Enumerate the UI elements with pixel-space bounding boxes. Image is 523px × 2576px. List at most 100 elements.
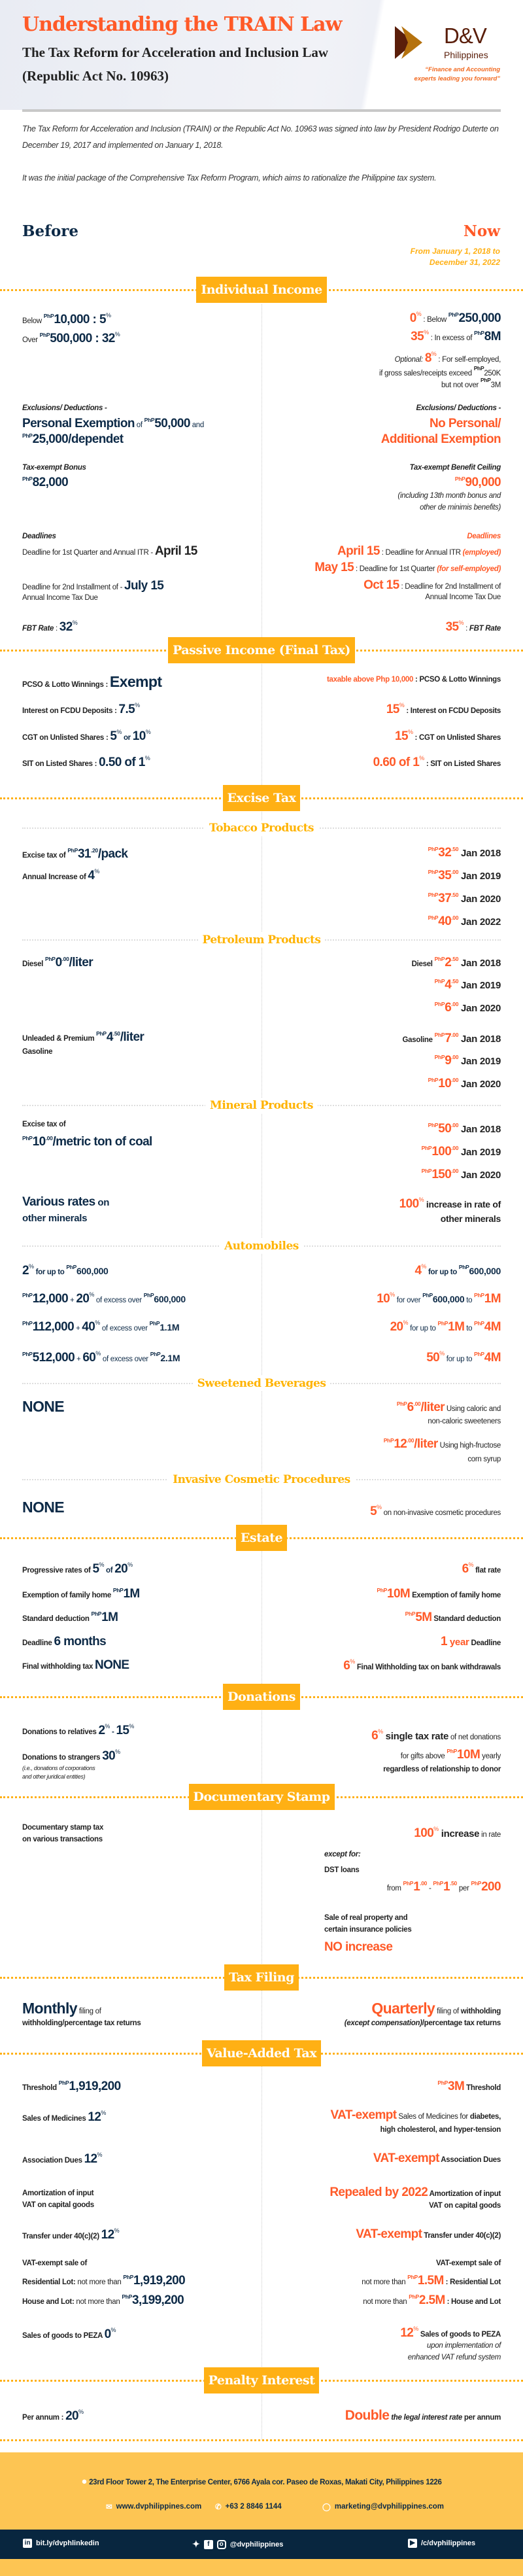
row: PhP512,000 + 60% of excess over PhP2.1M: [22, 1350, 180, 1365]
text-segment: for up to: [33, 1268, 67, 1276]
text-segment: Jan 2018: [458, 1034, 501, 1045]
text-segment: PhP: [474, 330, 484, 336]
row: CGT on Unlisted Shares : 5% or 10%: [22, 729, 151, 744]
text-segment: Gasoline: [402, 1036, 435, 1044]
row: Below PhP10,000 : 5%: [22, 312, 111, 327]
text-segment: www.dvphilippines.com: [116, 2503, 202, 2511]
row: PhP3M Threshold: [437, 2080, 501, 2094]
text-segment: 6: [462, 1562, 469, 1576]
row: NO increase: [324, 1940, 393, 1954]
text-segment: 10: [377, 1292, 390, 1306]
text-segment: .00: [451, 1168, 459, 1174]
row: upon implementation of: [427, 2342, 501, 2350]
text-segment: Using caloric and: [444, 1405, 501, 1413]
text-segment: Deadline: [469, 1639, 501, 1647]
text-segment: PhP: [66, 1264, 77, 1270]
text-segment: %: [377, 1504, 382, 1510]
email-link[interactable]: ◯ marketing@dvphilippines.com: [322, 2502, 444, 2511]
text-segment: 2: [445, 956, 452, 969]
text-segment: %: [458, 619, 464, 626]
section-title: Tax Filing: [224, 1964, 299, 1991]
row: VAT-exempt sale of: [22, 2259, 87, 2267]
text-segment: Jan 2019: [458, 1056, 501, 1067]
row: Optional: 8% : For self-employed,: [395, 351, 501, 366]
text-segment: PhP: [149, 1320, 160, 1327]
text-segment: : PCSO & Lotto Winnings: [413, 676, 501, 684]
row: on various transactions: [22, 1836, 103, 1843]
text-segment: to: [464, 1297, 475, 1304]
text-segment: 25,000/dependet: [32, 432, 124, 446]
row: PhP112,000 + 40% of excess over PhP1.1M: [22, 1319, 180, 1334]
text-segment: Jan 2022: [458, 916, 501, 928]
text-segment: 0: [409, 311, 417, 325]
website-link[interactable]: ✉ www.dvphilippines.com: [106, 2502, 201, 2511]
text-segment: : For self-employed,: [436, 356, 501, 364]
text-segment: PhP: [22, 1292, 33, 1298]
text-segment: %: [105, 312, 111, 319]
text-segment: PhP: [454, 476, 465, 482]
text-segment: marketing@dvphilippines.com: [334, 2503, 445, 2511]
row: corn syrup: [467, 1455, 501, 1463]
text-segment: PhP: [448, 311, 459, 318]
text-segment: PhP: [405, 1610, 416, 1617]
text-segment: 600,000: [76, 1266, 109, 1276]
text-segment: Diesel: [22, 960, 45, 968]
row: regardless of relationship to donor: [383, 1766, 501, 1773]
text-segment: : Deadline for Annual ITR: [379, 549, 463, 557]
text-segment: Association Dues: [22, 2157, 84, 2165]
address: ● 23rd Floor Tower 2, The Enterprise Cen…: [0, 2476, 523, 2487]
row: (i.e., donations of corporations: [22, 1765, 95, 1771]
row: Interest on FCDU Deposits : 7.5%: [22, 702, 140, 717]
text-segment: 50: [438, 1122, 452, 1136]
text-segment: Final withholding tax: [22, 1663, 95, 1671]
text-segment: for up to: [426, 1268, 459, 1276]
text-segment: 10: [132, 729, 146, 743]
text-segment: Residential Lot:: [22, 2278, 76, 2286]
row: Deadline for 1st Quarter and Annual ITR …: [22, 544, 197, 559]
logo-brand: D&V: [444, 24, 487, 48]
text-segment: 12,000: [32, 1292, 69, 1306]
text-segment: 1M: [484, 1292, 501, 1306]
section-title: Value-Added Tax: [201, 2040, 322, 2066]
text-segment: Exempt: [109, 673, 162, 690]
section-individual-income: Individual Income: [0, 277, 523, 303]
text-segment: 6: [343, 1659, 350, 1673]
text-segment: 30: [102, 1749, 116, 1763]
linkedin-link[interactable]: in bit.ly/dvphlinkedin: [23, 2539, 99, 2548]
row: Additional Exemption: [380, 432, 501, 446]
section-documentary-stamp: Documentary Stamp: [0, 1784, 523, 1810]
text-segment: %: [115, 1749, 120, 1755]
text-segment: /liter: [69, 956, 93, 969]
row: PhP100.00 Jan 2019: [422, 1145, 501, 1159]
text-segment: : Below: [421, 316, 448, 324]
youtube-link[interactable]: ▶ /c/dvphilippines: [408, 2539, 475, 2548]
text-segment: PhP: [458, 1264, 469, 1270]
row: VAT on capital goods: [429, 2202, 501, 2210]
row: other minerals: [440, 1213, 501, 1224]
text-segment: (except compensation): [344, 2019, 422, 2027]
text-segment: 0.50 of 1: [99, 756, 145, 769]
row: Sale of real property and: [324, 1914, 408, 1922]
social-handle-link[interactable]: ✦ f o @dvphilippines: [192, 2539, 283, 2550]
text-segment: Deadline for 2nd Installment of -: [22, 583, 125, 591]
text-segment: CGT on Unlisted Shares: [22, 734, 105, 742]
text-segment: 10M: [457, 1748, 481, 1762]
text-segment: PhP: [428, 1077, 439, 1083]
text-segment: bit.ly/dvphlinkedin: [36, 2539, 99, 2547]
text-segment: 512,000: [32, 1351, 75, 1365]
row: Residential Lot: not more than PhP1,919,…: [22, 2274, 186, 2288]
row: PhP12,000 + 20% of excess over PhP600,00…: [22, 1291, 186, 1306]
globe-icon: ◯: [322, 2503, 331, 2511]
text-segment: Association Dues: [439, 2156, 501, 2164]
text-segment: Oct 15: [363, 578, 399, 592]
text-segment: /percentage tax returns: [422, 2019, 501, 2027]
text-segment: Donations to relatives: [22, 1728, 99, 1736]
row: Double the legal interest rate per annum: [345, 2408, 501, 2423]
row: Annual Income Tax Due: [22, 594, 98, 602]
text-segment: %: [390, 1291, 395, 1298]
row: 6% flat rate: [462, 1561, 501, 1576]
phone-link[interactable]: ✆ +63 2 8846 1144: [215, 2502, 282, 2511]
row: and other juridical entities): [22, 1773, 86, 1780]
text-segment: Deadline for 1st Quarter and Annual ITR …: [22, 549, 155, 557]
row: enhanced VAT refund system: [407, 2354, 501, 2361]
